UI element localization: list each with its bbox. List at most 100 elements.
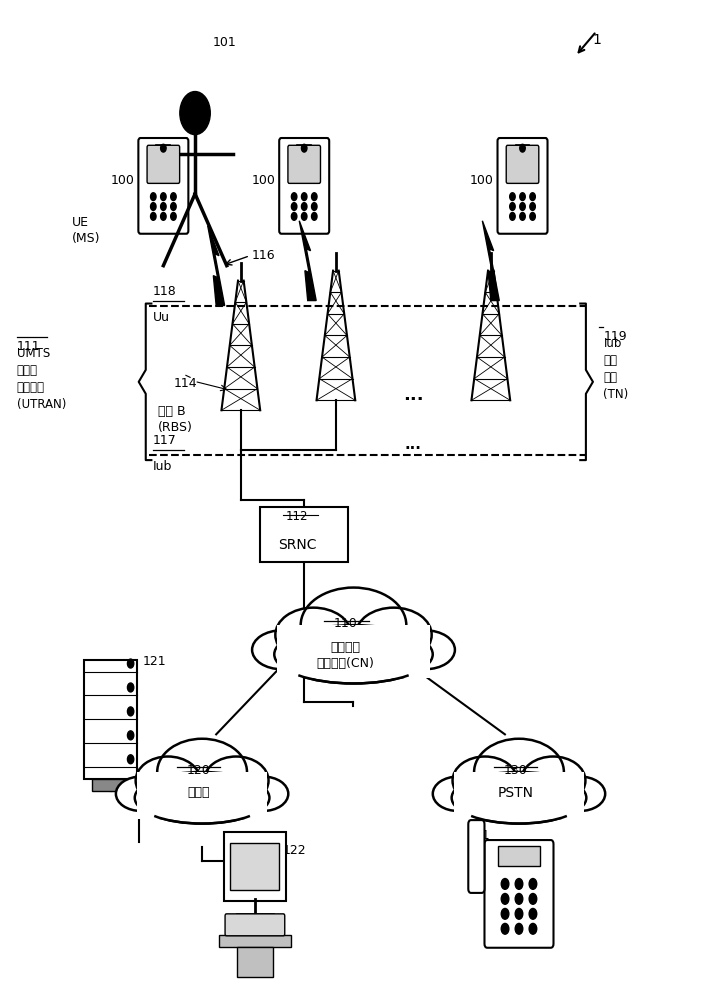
FancyBboxPatch shape bbox=[260, 507, 349, 562]
Text: ...: ... bbox=[403, 386, 423, 404]
Text: 121: 121 bbox=[142, 655, 166, 668]
FancyBboxPatch shape bbox=[498, 138, 547, 234]
Text: 110: 110 bbox=[333, 617, 357, 630]
Circle shape bbox=[301, 213, 307, 220]
Ellipse shape bbox=[116, 777, 166, 811]
Text: 130: 130 bbox=[503, 764, 527, 777]
FancyBboxPatch shape bbox=[484, 840, 554, 948]
Ellipse shape bbox=[452, 772, 586, 824]
Circle shape bbox=[160, 193, 166, 201]
Circle shape bbox=[529, 879, 537, 889]
Circle shape bbox=[510, 203, 515, 210]
Ellipse shape bbox=[135, 772, 269, 824]
FancyBboxPatch shape bbox=[506, 145, 539, 183]
Text: 100: 100 bbox=[469, 174, 493, 187]
Text: UMTS
无线电
接入网络
(UTRAN): UMTS 无线电 接入网络 (UTRAN) bbox=[17, 347, 66, 411]
FancyBboxPatch shape bbox=[279, 138, 329, 234]
Circle shape bbox=[170, 213, 176, 220]
Circle shape bbox=[529, 894, 537, 904]
Text: Uu: Uu bbox=[153, 311, 170, 324]
FancyBboxPatch shape bbox=[277, 625, 430, 678]
Circle shape bbox=[312, 203, 317, 210]
Text: 119: 119 bbox=[604, 330, 627, 343]
Circle shape bbox=[291, 213, 297, 220]
Circle shape bbox=[529, 908, 537, 919]
Circle shape bbox=[127, 683, 134, 692]
Circle shape bbox=[160, 213, 166, 220]
Circle shape bbox=[510, 193, 515, 201]
FancyBboxPatch shape bbox=[455, 772, 584, 819]
FancyBboxPatch shape bbox=[238, 947, 272, 977]
Ellipse shape bbox=[274, 625, 433, 683]
Circle shape bbox=[170, 203, 176, 210]
Ellipse shape bbox=[521, 757, 585, 805]
Ellipse shape bbox=[238, 777, 288, 811]
Ellipse shape bbox=[275, 608, 351, 662]
Circle shape bbox=[515, 923, 522, 934]
Circle shape bbox=[291, 203, 297, 210]
Circle shape bbox=[515, 894, 522, 904]
Ellipse shape bbox=[396, 630, 455, 669]
Circle shape bbox=[151, 213, 156, 220]
Text: 120: 120 bbox=[187, 764, 211, 777]
Circle shape bbox=[301, 193, 307, 201]
Text: 1: 1 bbox=[593, 33, 602, 47]
Circle shape bbox=[515, 908, 522, 919]
Text: 118: 118 bbox=[153, 285, 177, 298]
Text: 节点 B
(RBS): 节点 B (RBS) bbox=[158, 405, 192, 434]
Circle shape bbox=[520, 203, 525, 210]
FancyBboxPatch shape bbox=[219, 935, 291, 947]
Circle shape bbox=[127, 755, 134, 764]
Ellipse shape bbox=[474, 739, 564, 805]
Polygon shape bbox=[482, 221, 499, 301]
Circle shape bbox=[501, 894, 509, 904]
Circle shape bbox=[510, 213, 515, 220]
Ellipse shape bbox=[157, 739, 247, 805]
Text: ...: ... bbox=[405, 437, 422, 452]
Ellipse shape bbox=[356, 608, 432, 662]
Ellipse shape bbox=[136, 757, 200, 805]
Circle shape bbox=[127, 707, 134, 716]
Circle shape bbox=[520, 213, 525, 220]
Circle shape bbox=[160, 144, 166, 152]
Circle shape bbox=[501, 879, 509, 889]
Ellipse shape bbox=[452, 757, 518, 805]
FancyBboxPatch shape bbox=[288, 145, 320, 183]
FancyBboxPatch shape bbox=[498, 846, 539, 866]
Circle shape bbox=[160, 203, 166, 210]
Text: 移动电信
核心网络(CN): 移动电信 核心网络(CN) bbox=[316, 641, 374, 670]
Circle shape bbox=[312, 213, 317, 220]
Circle shape bbox=[127, 731, 134, 740]
FancyBboxPatch shape bbox=[92, 779, 129, 791]
Text: 117: 117 bbox=[153, 434, 177, 447]
Circle shape bbox=[301, 203, 307, 210]
Text: 114: 114 bbox=[174, 377, 197, 390]
Text: PSTN: PSTN bbox=[498, 786, 534, 800]
Text: 101: 101 bbox=[213, 36, 236, 49]
Circle shape bbox=[515, 879, 522, 889]
Circle shape bbox=[520, 193, 525, 201]
Circle shape bbox=[529, 923, 537, 934]
Circle shape bbox=[301, 144, 307, 152]
Text: UE
(MS): UE (MS) bbox=[72, 216, 100, 245]
Text: 100: 100 bbox=[252, 174, 275, 187]
Circle shape bbox=[170, 193, 176, 201]
FancyBboxPatch shape bbox=[230, 843, 279, 890]
Circle shape bbox=[151, 193, 156, 201]
Circle shape bbox=[501, 908, 509, 919]
FancyBboxPatch shape bbox=[223, 832, 286, 901]
Ellipse shape bbox=[204, 757, 269, 805]
Circle shape bbox=[501, 923, 509, 934]
FancyBboxPatch shape bbox=[147, 145, 180, 183]
Polygon shape bbox=[299, 221, 316, 301]
Circle shape bbox=[520, 144, 525, 152]
FancyBboxPatch shape bbox=[468, 820, 484, 893]
FancyBboxPatch shape bbox=[225, 914, 285, 936]
Text: 111: 111 bbox=[17, 340, 40, 353]
FancyBboxPatch shape bbox=[139, 138, 188, 234]
Circle shape bbox=[530, 203, 535, 210]
Text: 因特网: 因特网 bbox=[187, 786, 210, 799]
FancyBboxPatch shape bbox=[84, 660, 137, 779]
Circle shape bbox=[180, 92, 210, 135]
Polygon shape bbox=[208, 226, 225, 306]
